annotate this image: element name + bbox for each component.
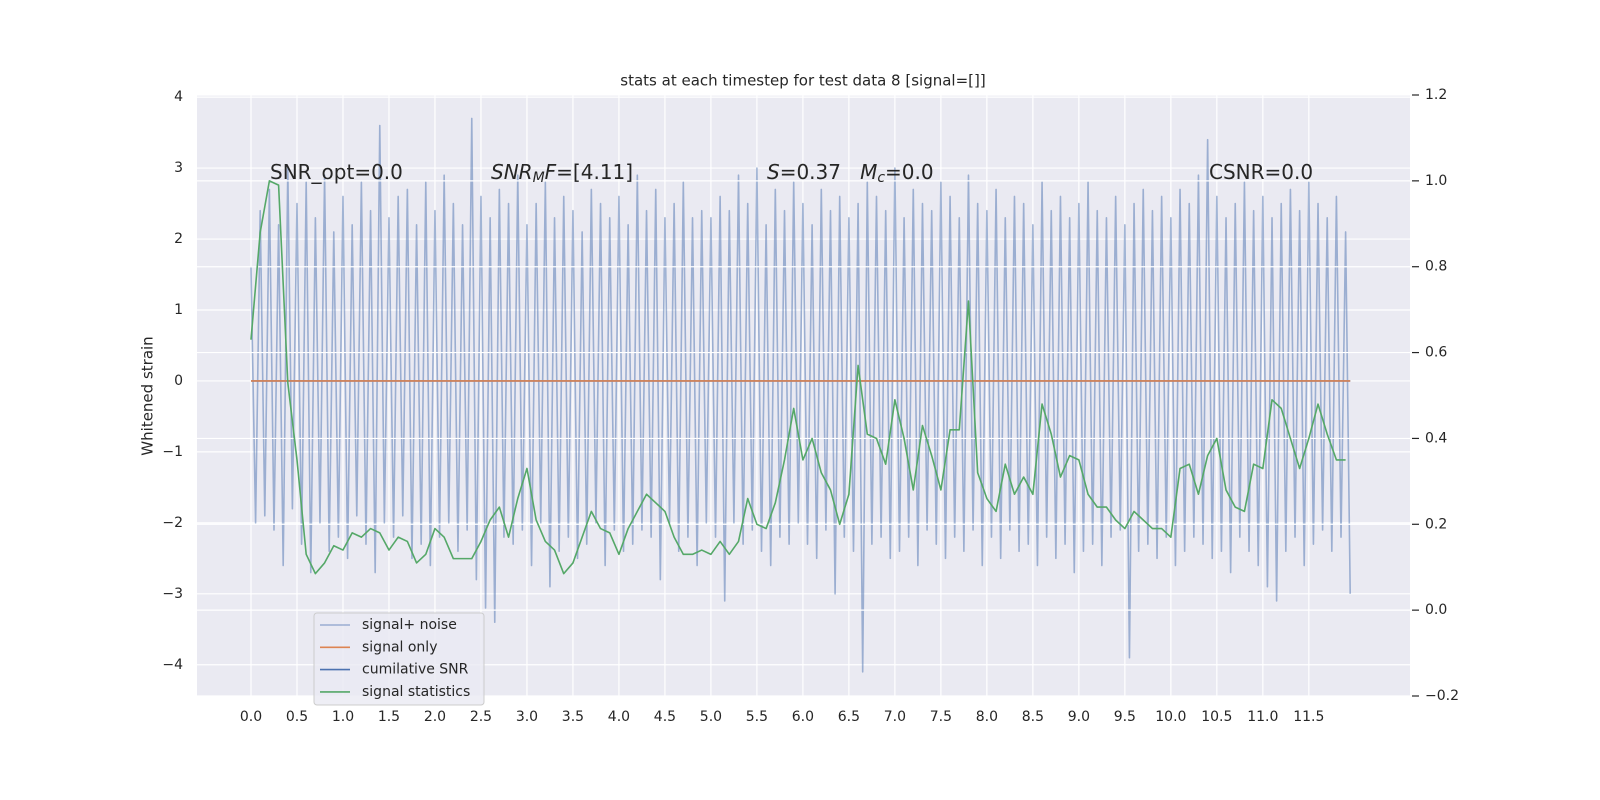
x-tick-label: 8.0 xyxy=(976,709,998,725)
x-tick-label: 3.0 xyxy=(516,709,538,725)
y-tick-label: 0 xyxy=(174,373,183,389)
x-tick-label: 11.5 xyxy=(1293,709,1324,725)
y2-tick-label: −0.2 xyxy=(1425,688,1459,704)
legend-box xyxy=(313,612,485,706)
annotation-part: S xyxy=(767,160,780,184)
y-tick-label: −3 xyxy=(162,586,183,602)
x-tick-label: 7.5 xyxy=(930,709,952,725)
x-tick-label: 2.5 xyxy=(470,709,492,725)
x-tick-label: 0.0 xyxy=(240,709,262,725)
annotation-part: =0.0 xyxy=(885,160,934,184)
legend-label: cumilative SNR xyxy=(362,662,469,678)
x-tick-label: 1.0 xyxy=(332,709,354,725)
legend-label: signal+ noise xyxy=(362,617,457,633)
x-tick-label: 10.5 xyxy=(1201,709,1232,725)
y2-tick-label: 0.0 xyxy=(1425,602,1447,618)
y-tick-label: 1 xyxy=(174,302,183,318)
legend-label: signal statistics xyxy=(362,684,470,700)
lines-y2 xyxy=(250,180,1346,575)
axes: 0.0 0.5 1.0 1.5 2.0 2.5 3.0 3.5 4.0 4.5 5.0 5.5 6.0 6… xyxy=(162,87,1459,725)
x-tick-label: 11.0 xyxy=(1247,709,1278,725)
series-line xyxy=(250,180,1346,575)
x-tick-label: 1.5 xyxy=(378,709,400,725)
annotation: CSNR=0.0 xyxy=(1209,160,1313,184)
y-tick-label: −1 xyxy=(162,444,183,460)
annotation-part: M xyxy=(860,160,877,184)
x-tick-label: 5.5 xyxy=(746,709,768,725)
x-tick-label: 6.0 xyxy=(792,709,814,725)
annotation: SNRMF=[4.11] xyxy=(491,160,633,187)
annotation: S=0.37 Mc=0.0 xyxy=(767,160,934,187)
series-line xyxy=(250,117,1352,673)
annotation-part: SNR xyxy=(491,160,533,184)
annotations: SNR_opt=0.0 SNRMF=[4.11] S=0.37 Mc=0.0 CSNR… xyxy=(270,160,1313,187)
annotation-part: =[4.11] xyxy=(556,160,633,184)
x-tick-label: 3.5 xyxy=(562,709,584,725)
x-tick-label: 2.0 xyxy=(424,709,446,725)
y-tick-label: 2 xyxy=(174,231,183,247)
y2-tick-label: 1.0 xyxy=(1425,173,1447,189)
x-tick-label: 4.5 xyxy=(654,709,676,725)
lines xyxy=(250,117,1352,673)
annotation-part: c xyxy=(877,170,885,186)
x-tick-label: 8.5 xyxy=(1022,709,1044,725)
x-tick-label: 9.0 xyxy=(1068,709,1090,725)
annotation-part: F xyxy=(545,160,557,184)
y2-tick-label: 0.2 xyxy=(1425,516,1447,532)
x-tick-label: 4.0 xyxy=(608,709,630,725)
y-axis-label: Whitened strain xyxy=(139,336,157,455)
legend-label: signal only xyxy=(362,639,437,655)
y2-tick-label: 0.6 xyxy=(1425,345,1447,361)
y-tick-label: −2 xyxy=(162,515,183,531)
legend: signal+ noise signal only cumilative SNR si… xyxy=(313,612,485,706)
x-tick-label: 10.0 xyxy=(1155,709,1186,725)
x-tick-label: 9.5 xyxy=(1114,709,1136,725)
y-tick-label: −4 xyxy=(162,657,183,673)
grid xyxy=(197,95,1410,696)
annotation-part: SNR_opt=0.0 xyxy=(270,160,403,184)
x-tick-label: 7.0 xyxy=(884,709,906,725)
annotation: SNR_opt=0.0 xyxy=(270,160,403,184)
annotation-part: =0.37 xyxy=(780,160,860,184)
x-tick-label: 5.0 xyxy=(700,709,722,725)
y2-tick-label: 0.8 xyxy=(1425,259,1447,275)
y-tick-label: 3 xyxy=(174,160,183,176)
chart-title: stats at each timestep for test data 8 [… xyxy=(620,72,985,90)
y2-tick-label: 0.4 xyxy=(1425,430,1447,446)
x-tick-label: 6.5 xyxy=(838,709,860,725)
annotation-part: M xyxy=(533,170,545,186)
annotation-part: CSNR=0.0 xyxy=(1209,160,1313,184)
y2-tick-label: 1.2 xyxy=(1425,87,1447,103)
y-tick-label: 4 xyxy=(174,89,183,105)
x-tick-label: 0.5 xyxy=(286,709,308,725)
